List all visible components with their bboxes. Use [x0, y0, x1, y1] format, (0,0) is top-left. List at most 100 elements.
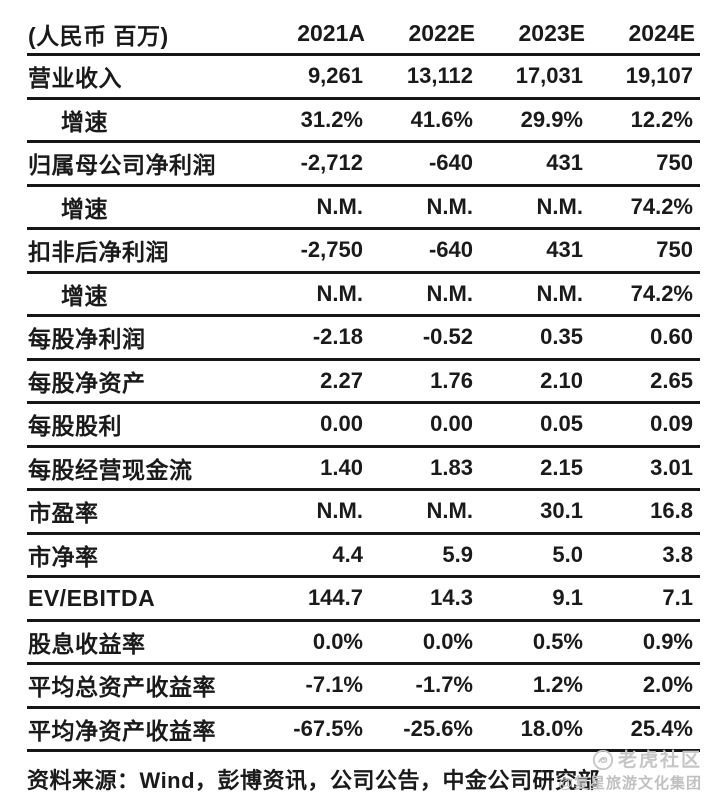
row-value: 2.15: [540, 454, 583, 480]
row-value: 30.1: [540, 498, 583, 524]
table-row: 每股经营现金流 1.40 1.83 2.15 3.01: [27, 448, 700, 491]
row-value: 25.4%: [630, 715, 693, 741]
row-value: 3.01: [650, 454, 693, 480]
source-note: 资料来源：Wind，彭博资讯，公司公告，中金公司研究部: [27, 768, 601, 793]
row-value: N.M.: [316, 280, 363, 306]
row-value: 0.00: [430, 411, 473, 437]
table-row: 平均净资产收益率 -67.5% -25.6% 18.0% 25.4%: [27, 709, 700, 752]
row-label: 股息收益率: [28, 630, 146, 657]
row-value: 431: [546, 150, 583, 176]
row-value: -640: [428, 237, 473, 263]
table-row: 扣非后净利润 -2,750 -640 431 750: [27, 230, 700, 274]
row-value: 0.5%: [532, 628, 583, 654]
watermark-account: @复星旅游文化集团: [558, 775, 702, 792]
row-label: 平均净资产收益率: [28, 717, 216, 744]
watermark-community-name: 老虎社区: [617, 749, 702, 771]
column-header-2022e: 2022E: [408, 20, 475, 46]
row-value: 5.9: [442, 541, 473, 567]
row-label: 增速: [61, 195, 108, 222]
row-value: 1.83: [430, 454, 473, 480]
row-value: -0.52: [422, 324, 473, 350]
table-row: 归属母公司净利润 -2,712 -640 431 750: [27, 143, 700, 187]
row-value: 0.0%: [422, 628, 473, 654]
table-row: 股息收益率 0.0% 0.0% 0.5% 0.9%: [27, 622, 700, 665]
row-label: 营业收入: [28, 65, 122, 92]
row-value: 1.40: [320, 454, 363, 480]
table-row: 营业收入 9,261 13,112 17,031 19,107: [27, 56, 700, 100]
row-value: -640: [428, 150, 473, 176]
row-value: -7.1%: [305, 672, 363, 698]
row-label: 市净率: [28, 543, 99, 570]
row-value: -2,750: [300, 237, 363, 263]
row-value: 0.05: [540, 411, 583, 437]
row-label: 每股经营现金流: [28, 456, 193, 483]
row-value: -67.5%: [293, 715, 363, 741]
row-label: 每股净资产: [28, 369, 146, 396]
row-value: 18.0%: [520, 715, 583, 741]
row-value: 0.35: [540, 324, 583, 350]
row-value: 7.1: [662, 585, 693, 611]
row-value: N.M.: [426, 280, 473, 306]
row-value: 2.27: [320, 367, 363, 393]
row-value: N.M.: [536, 193, 583, 219]
row-value: 750: [656, 237, 693, 263]
row-value: 31.2%: [300, 106, 363, 132]
row-value: 5.0: [552, 541, 583, 567]
table-row: 增速 N.M. N.M. N.M. 74.2%: [27, 274, 700, 317]
row-value: 9.1: [552, 585, 583, 611]
row-label: 市盈率: [28, 500, 99, 527]
row-label: EV/EBITDA: [28, 584, 156, 611]
table-row: 每股股利 0.00 0.00 0.05 0.09: [27, 404, 700, 448]
row-value: 17,031: [515, 63, 583, 89]
row-value: N.M.: [426, 498, 473, 524]
column-header-2023e: 2023E: [518, 20, 585, 46]
table-row: 每股净资产 2.27 1.76 2.10 2.65: [27, 361, 700, 404]
row-value: 4.4: [332, 541, 363, 567]
row-value: 41.6%: [410, 106, 473, 132]
row-label: 归属母公司净利润: [28, 152, 216, 179]
table-row: EV/EBITDA 144.7 14.3 9.1 7.1: [27, 578, 700, 622]
row-label: 平均总资产收益率: [28, 674, 216, 701]
row-value: 750: [656, 150, 693, 176]
row-value: N.M.: [426, 193, 473, 219]
row-value: -2.18: [312, 324, 363, 350]
table-row: 增速 31.2% 41.6% 29.9% 12.2%: [27, 100, 700, 143]
watermark: 老虎社区 @复星旅游文化集团: [558, 749, 702, 791]
row-value: 2.65: [650, 367, 693, 393]
table-row: 每股净利润 -2.18 -0.52 0.35 0.60: [27, 317, 700, 361]
row-value: 14.3: [430, 585, 473, 611]
row-value: N.M.: [316, 498, 363, 524]
row-value: 9,261: [307, 63, 363, 89]
row-value: 19,107: [625, 63, 693, 89]
row-label: 扣非后净利润: [28, 239, 169, 266]
row-value: 74.2%: [630, 280, 693, 306]
column-header-2024e: 2024E: [628, 20, 695, 46]
row-label: 增速: [61, 282, 108, 309]
row-value: 2.10: [540, 367, 583, 393]
row-value: 144.7: [307, 585, 363, 611]
row-value: N.M.: [536, 280, 583, 306]
watermark-community-line: 老虎社区: [558, 749, 702, 771]
row-value: 12.2%: [630, 106, 693, 132]
row-value: 13,112: [406, 63, 473, 89]
financial-table: (人民币 百万) 2021A 2022E 2023E 2024E 营业收入 9,…: [27, 14, 700, 752]
row-label: 增速: [61, 108, 108, 135]
row-value: 0.9%: [642, 628, 693, 654]
tiger-circle-icon: [592, 749, 614, 771]
row-value: 29.9%: [520, 106, 583, 132]
row-value: 431: [546, 237, 583, 263]
table-row: 平均总资产收益率 -7.1% -1.7% 1.2% 2.0%: [27, 665, 700, 709]
row-value: 1.76: [430, 367, 473, 393]
row-value: 1.2%: [532, 672, 583, 698]
table-row: 市净率 4.4 5.9 5.0 3.8: [27, 535, 700, 578]
column-header-2021a: 2021A: [297, 20, 365, 46]
table-body: 营业收入 9,261 13,112 17,031 19,107 增速 31.2%…: [27, 56, 700, 752]
row-value: 3.8: [662, 541, 693, 567]
unit-label: (人民币 百万): [28, 22, 169, 49]
row-value: 0.09: [650, 411, 693, 437]
row-value: -1.7%: [415, 672, 473, 698]
row-label: 每股净利润: [28, 326, 146, 353]
row-value: -2,712: [300, 150, 363, 176]
row-value: 16.8: [650, 498, 693, 524]
